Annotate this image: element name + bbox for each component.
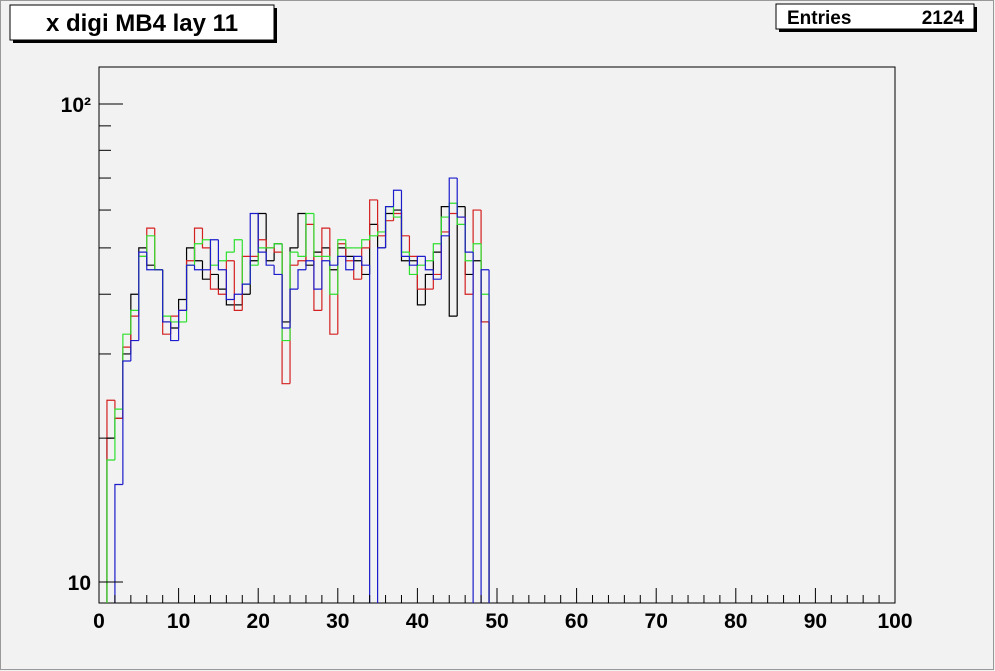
histogram-bin [297,212,306,248]
histogram-bin [241,283,251,295]
histogram-bin [424,273,434,305]
histogram-bin [146,235,155,257]
histogram-bin [225,269,235,301]
histogram-bin [424,256,434,271]
histogram-bin [305,212,314,257]
stats-value: 2124 [922,8,965,29]
histogram-bin [233,293,243,300]
histogram-bin [377,247,386,603]
histogram-bin [273,265,283,276]
histogram-bin [329,260,338,266]
histogram-bin [249,212,259,285]
histogram-bin [353,255,362,270]
histogram-bin [369,235,378,240]
x-tick-label: 60 [565,610,588,633]
histogram-bin [114,408,123,461]
y-tick-label: 10² [61,94,91,117]
histogram-bin [361,239,370,248]
histogram-bin [305,260,314,270]
histogram-bin [225,251,235,261]
title-box [9,4,275,41]
chart-title: x digi MB4 lay 11 [46,10,238,37]
histogram-bin [170,321,179,342]
histogram-bin [313,260,322,290]
x-tick-label: 50 [485,610,508,633]
x-tick-label: 90 [804,610,827,633]
histogram-bin [209,239,219,270]
histogram-bin [297,269,306,290]
histogram-bin [480,269,490,603]
histogram-bin [448,206,458,317]
histogram-bin [162,269,171,323]
histogram-bin [313,213,322,257]
plot [106,177,490,603]
histogram-bin [408,256,418,266]
histogram-bin [448,177,458,236]
histogram-bin [432,269,442,280]
histogram-bin [130,339,139,361]
histogram-bin [297,260,306,266]
histogram-bin [440,235,450,280]
histogram-bin [265,252,275,266]
histogram-bin [488,269,490,603]
histogram-bin [392,189,402,207]
histogram-bin [201,260,211,280]
histogram-bin [345,239,354,249]
histogram-bin [233,260,243,312]
histogram-bin [193,265,203,271]
x-tick-label: 30 [326,610,349,633]
histogram-bin [369,199,378,248]
histogram-bin [321,260,330,290]
y-tick-label: 10 [68,572,91,595]
histogram-bin [146,252,155,271]
histogram-bin [178,309,187,341]
histogram-bin [138,251,147,341]
histogram-bin [337,239,346,295]
histogram-bin [130,309,139,335]
histogram-bin [185,264,195,311]
x-tick-label: 70 [645,610,668,633]
histogram-bin [456,178,466,218]
x-tick-label: 80 [724,610,747,633]
histogram-bin [416,255,426,266]
plot-frame [98,66,896,604]
x-tick-label: 0 [93,610,105,633]
histogram-bin [392,206,402,218]
histogram-bin [257,213,267,253]
histogram-bin [440,216,450,244]
histogram-bin [369,265,371,603]
histogram-bin [400,190,410,257]
x-tick-label: 10 [167,610,190,633]
x-tick-label: 100 [877,610,912,633]
histogram-bin [297,252,306,257]
x-tick-label: 20 [247,610,270,633]
histogram-bin [193,243,203,266]
histogram-bin [217,289,227,295]
histogram-bin [217,239,227,271]
histogram-bin [233,239,243,253]
histogram-bin [361,256,370,266]
histogram-bin [432,243,442,261]
histogram-bin [377,231,386,236]
histogram-bin [281,274,291,329]
histogram-bin [345,256,354,271]
stats-box [775,3,975,30]
histogram-bin [122,360,131,485]
histogram-bin [337,255,346,266]
histogram-bin [472,252,474,603]
histogram-bin [273,247,283,253]
histogram-bin [464,217,474,253]
histogram-bin [106,459,115,603]
histogram-bin [201,239,211,244]
histogram-bin [384,206,394,248]
x-tick-label: 40 [406,610,429,633]
histogram-bin [114,483,123,603]
histogram-bin [201,228,211,249]
histogram-bin [329,256,338,295]
stats-label: Entries [787,8,851,29]
histogram-bin [289,288,298,328]
histogram-bin [273,243,283,248]
